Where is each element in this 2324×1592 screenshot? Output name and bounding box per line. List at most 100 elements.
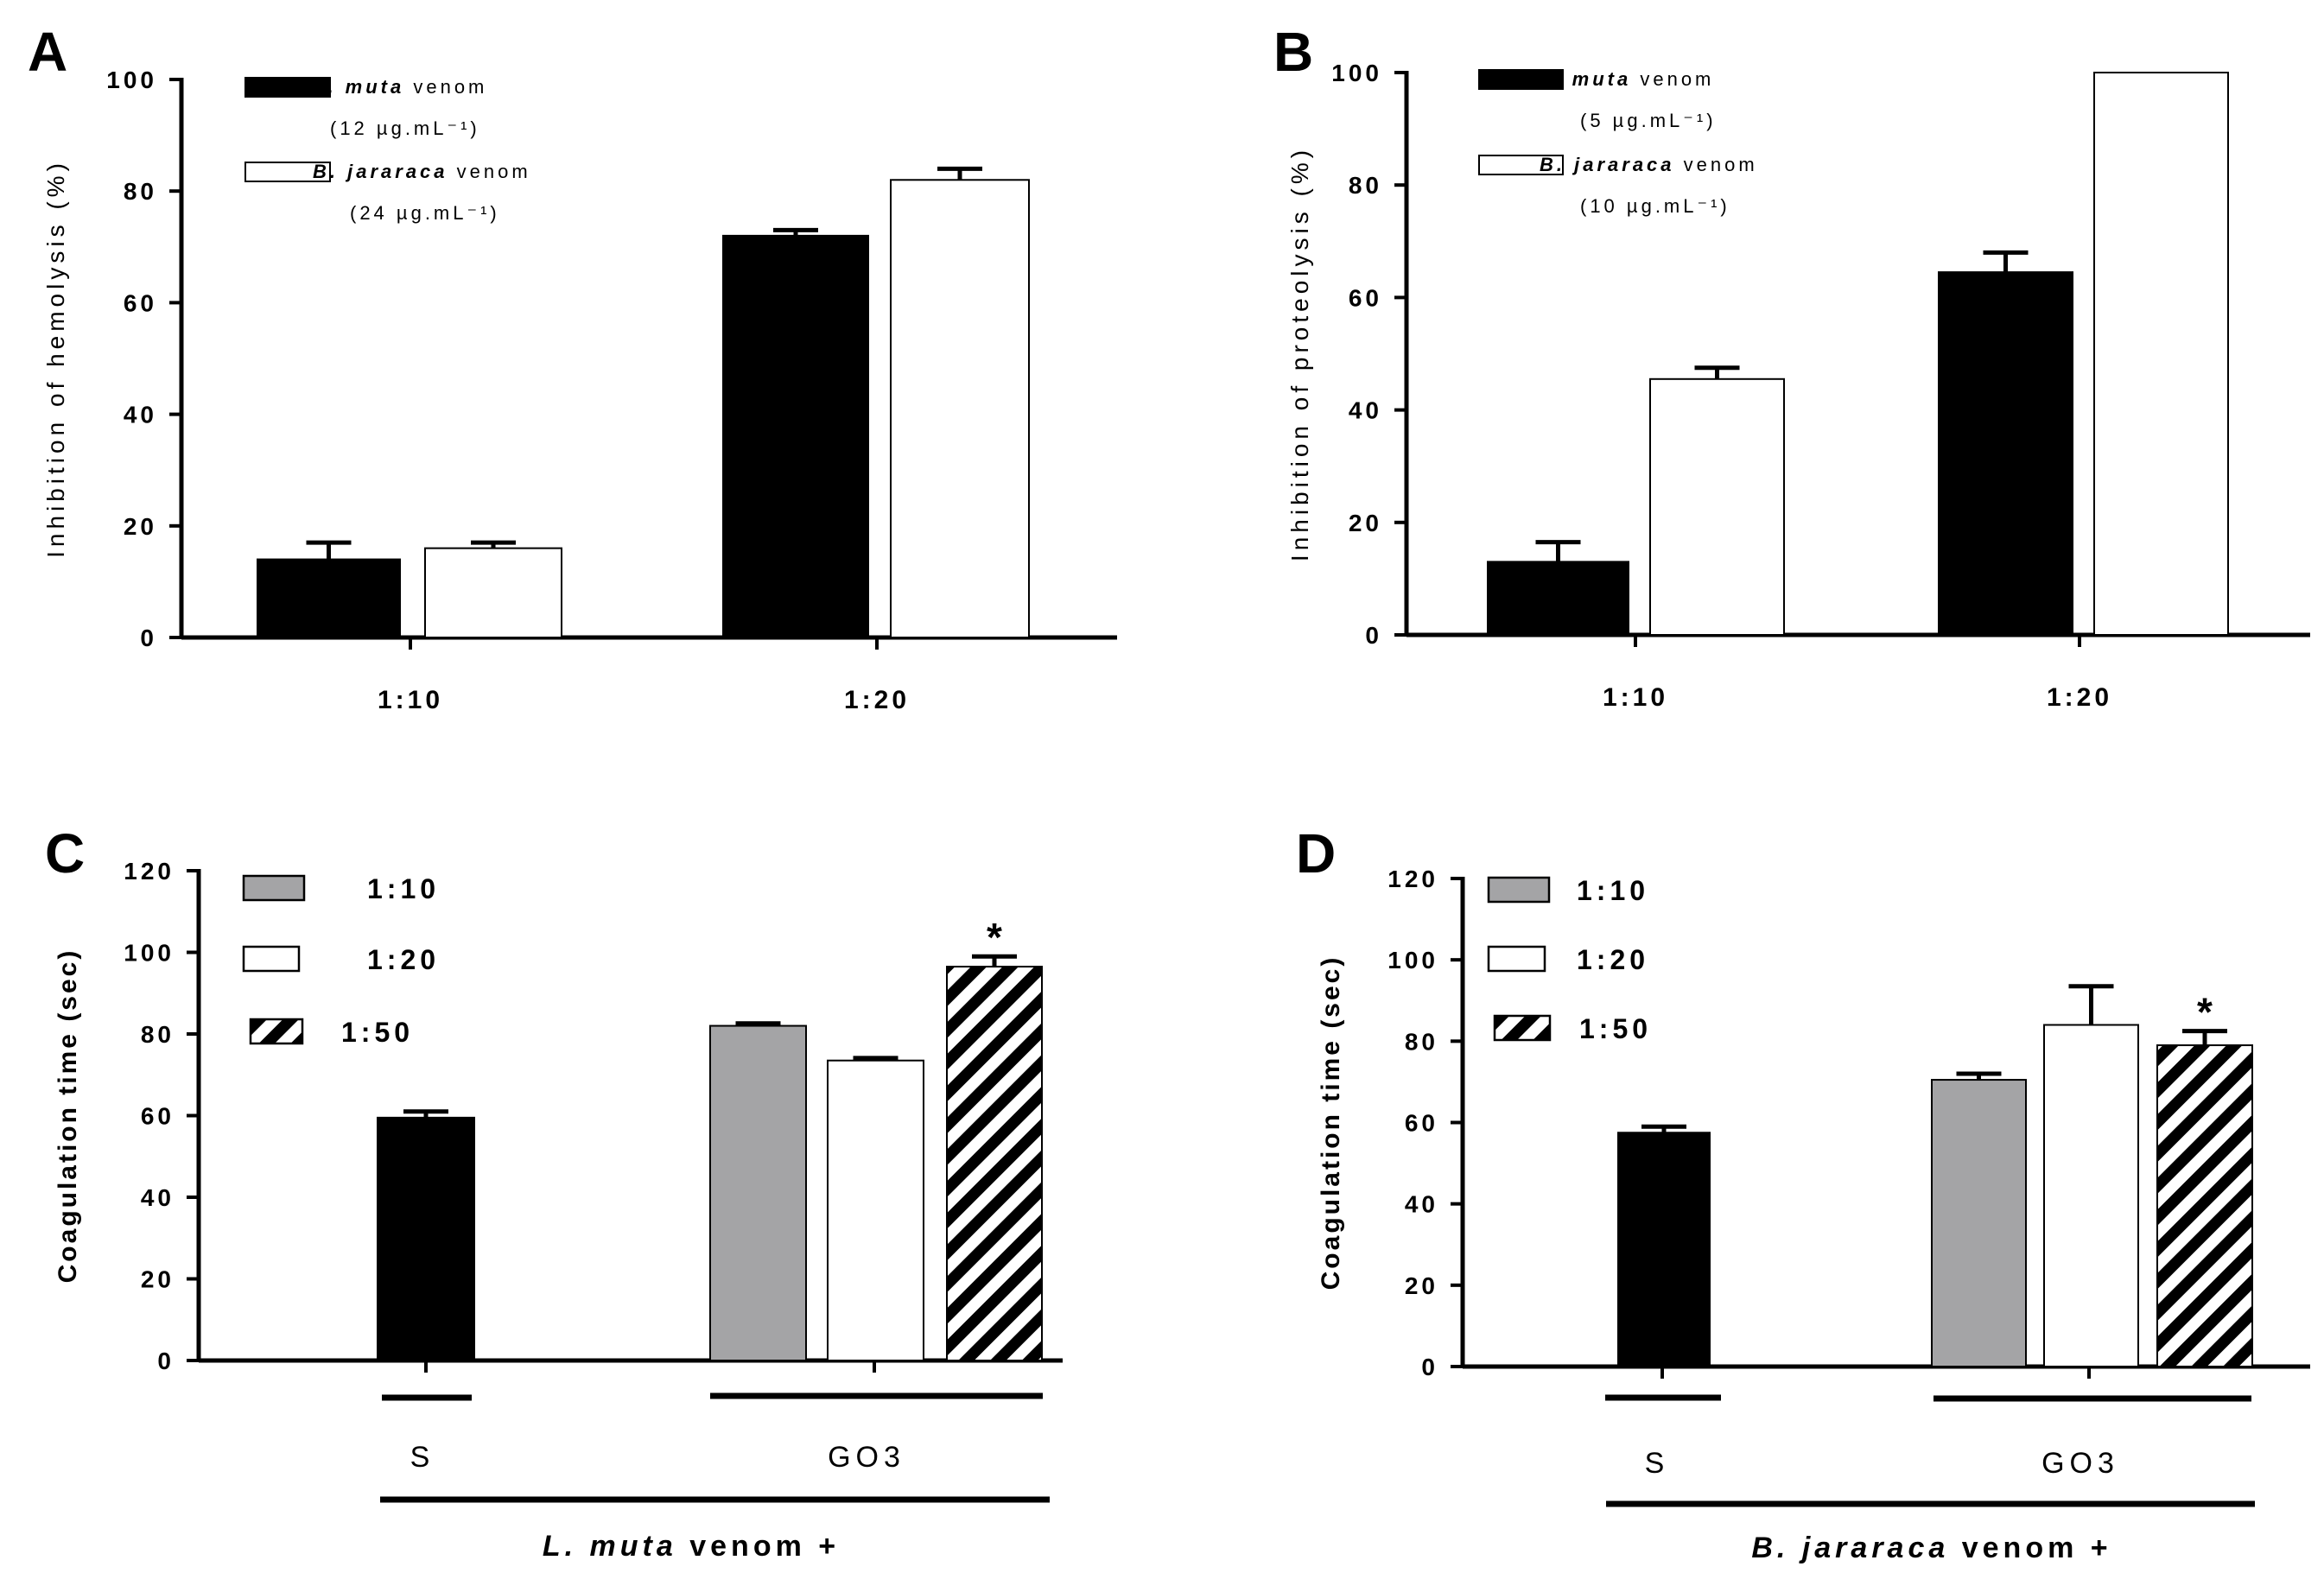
y-tick-label: 40 [1349, 397, 1382, 424]
legend-venom: venom [1631, 68, 1714, 90]
legend-swatch-l-muta [1478, 69, 1564, 90]
y-tick-label: 0 [1421, 1354, 1438, 1380]
legend-label: L. muta venom [313, 76, 487, 98]
y-tick-label: 80 [141, 1021, 175, 1048]
group-label-go3: GO3 [2041, 1447, 2119, 1480]
y-tick-label: 0 [1365, 622, 1382, 649]
x-axis-label-venom: venom + [1949, 1532, 2111, 1564]
bar-go3-1-10 [709, 1024, 807, 1362]
group-label-go3: GO3 [828, 1441, 905, 1474]
legend-venom: venom [448, 161, 531, 182]
panel-a: A 0 20 40 60 80 100 Inhibition of hemolysis (%)… [28, 21, 1117, 714]
y-tick-label: 80 [1405, 1028, 1438, 1055]
x-axis-label-venom: venom + [677, 1530, 840, 1563]
x-tick-label: 1:10 [1603, 683, 1668, 712]
y-tick-label: 60 [1405, 1110, 1438, 1137]
bar-go3-1-20 [827, 1059, 924, 1362]
y-tick-label: 80 [124, 178, 157, 205]
bar-b-jararaca-1-10 [424, 547, 562, 639]
y-tick-label: 40 [1405, 1191, 1438, 1218]
bar-go3-1-50 [946, 966, 1043, 1361]
legend-concentration: (10 µg.mL⁻¹) [1580, 195, 1730, 217]
legend-swatch-1-20 [242, 945, 301, 973]
legend-swatch-b-jararaca [1478, 155, 1564, 175]
legend-species: B. jararaca [1540, 154, 1675, 175]
x-axis-label: L. muta venom + [543, 1530, 840, 1563]
legend-swatch-1-10 [1487, 876, 1551, 904]
legend-label: 1:20 [1577, 944, 1649, 975]
y-tick-label: 20 [141, 1266, 175, 1293]
y-tick-label: 80 [1349, 172, 1382, 199]
legend-swatch-l-muta [244, 77, 331, 98]
y-tick-label: 20 [1405, 1272, 1438, 1299]
panel-label: C [45, 822, 85, 885]
legend-species: B. jararaca [313, 161, 448, 182]
y-tick-label: 100 [1331, 60, 1382, 86]
legend-label: 1:50 [1579, 1013, 1652, 1044]
group-label-s: S [410, 1441, 435, 1474]
panel-label: D [1296, 822, 1336, 885]
y-tick-label: 60 [141, 1103, 175, 1130]
bar-l-muta-1-10 [257, 558, 401, 638]
legend-swatch-b-jararaca [244, 162, 331, 182]
legend-concentration: (5 µg.mL⁻¹) [1580, 110, 1717, 131]
legend-venom: venom [1675, 154, 1758, 175]
y-tick-label: 40 [141, 1184, 175, 1211]
legend-swatch-1-50 [1493, 1014, 1552, 1042]
y-axis-label: Coagulation time (sec) [1317, 955, 1345, 1291]
y-tick-label: 100 [106, 67, 157, 93]
y-axis-label: Inhibition of proteolysis (%) [1286, 146, 1313, 561]
panel-d: D 0 20 40 60 80 100 120 Coagulation time (sec) * S… [1296, 822, 2310, 1564]
bar-l-muta-1-20 [1938, 271, 2073, 636]
legend-swatch-1-50 [249, 1018, 304, 1045]
bar-go3-1-20 [2043, 1024, 2139, 1367]
x-axis-label-species: B. jararaca [1751, 1532, 1949, 1564]
y-axis-label: Inhibition of hemolysis (%) [42, 159, 69, 558]
bar-b-jararaca-1-10 [1649, 377, 1785, 636]
legend-swatch-1-10 [242, 874, 306, 902]
y-tick-label: 100 [124, 940, 175, 967]
x-axis-label-species: L. muta [543, 1530, 677, 1563]
significance-asterisk: * [987, 915, 1002, 960]
y-tick-label: 20 [1349, 510, 1382, 536]
y-tick-label: 20 [124, 513, 157, 540]
panel-c: C 0 20 40 60 80 100 120 Coagulation time (sec) * S… [45, 822, 1063, 1563]
y-tick-label: 100 [1387, 947, 1438, 974]
legend-label: B. jararaca venom [313, 161, 531, 182]
panel-label: A [28, 21, 67, 83]
y-axis-label: Coagulation time (sec) [54, 948, 82, 1284]
legend-swatch-1-20 [1487, 945, 1546, 973]
group-label-s: S [1645, 1447, 1670, 1480]
bar-s [1617, 1132, 1711, 1368]
bar-s [377, 1116, 475, 1362]
y-tick-label: 40 [124, 402, 157, 428]
legend-label: 1:10 [1577, 875, 1649, 906]
x-axis-label: B. jararaca venom + [1751, 1532, 2111, 1564]
panel-label: B [1273, 21, 1313, 83]
legend-concentration: (24 µg.mL⁻¹) [350, 202, 500, 224]
panel-b: B 0 20 40 60 80 100 Inhibition of proteolysis (… [1273, 21, 2310, 712]
legend-label: 1:10 [367, 873, 440, 904]
legend-label: L. muta venom [1540, 68, 1714, 90]
y-tick-label: 120 [1387, 866, 1438, 892]
x-tick-label: 1:10 [378, 686, 443, 714]
x-tick-label: 1:20 [844, 686, 910, 714]
legend-species: L. muta [313, 76, 404, 98]
bar-b-jararaca-1-20 [2093, 72, 2229, 636]
significance-asterisk: * [2197, 990, 2213, 1035]
y-tick-label: 60 [1349, 284, 1382, 311]
y-tick-label: 0 [140, 625, 157, 651]
bar-go3-1-10 [1931, 1079, 2027, 1367]
bar-l-muta-1-10 [1487, 561, 1629, 636]
bar-b-jararaca-1-20 [890, 179, 1030, 638]
bar-go3-1-50 [2156, 1044, 2253, 1367]
legend-label: B. jararaca venom [1540, 154, 1758, 175]
legend-label: 1:20 [367, 944, 440, 975]
legend-concentration: (12 µg.mL⁻¹) [330, 117, 480, 139]
legend-species: L. muta [1540, 68, 1631, 90]
y-tick-label: 60 [124, 289, 157, 316]
legend-label: 1:50 [341, 1017, 414, 1048]
legend-venom: venom [404, 76, 487, 98]
y-tick-label: 0 [157, 1348, 175, 1374]
